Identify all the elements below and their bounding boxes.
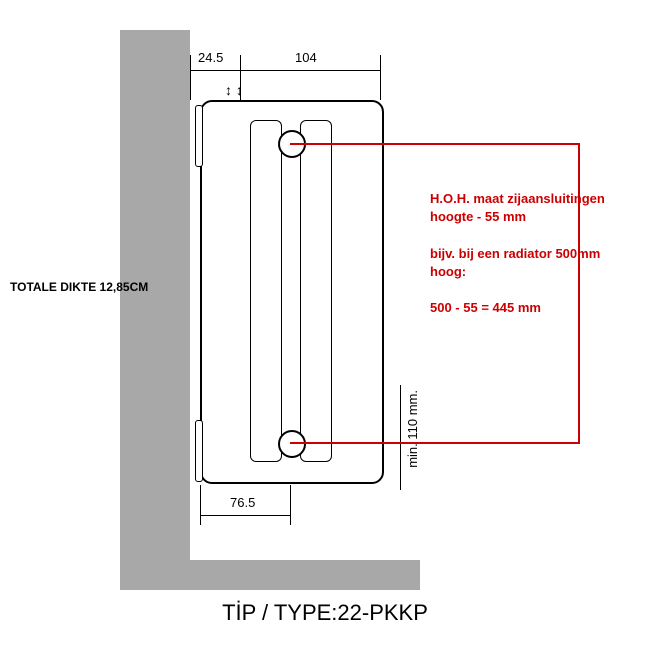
bracket-bottom [195,420,203,482]
radiator-panel-left [250,120,282,462]
flow-arrows: ↕ ↕ [225,82,243,98]
annotation-line4: hoog: [430,263,630,281]
dim-min-height: min. 110 mm. [405,390,420,468]
side-label-thickness: TOTALE DIKTE 12,85CM [10,280,148,294]
dim-line-bottom [200,515,290,516]
annotation-line3: bijv. bij een radiator 500mm [430,245,630,263]
ext-line [290,485,291,525]
red-line-bottom [290,442,580,444]
dim-line-wall-gap [190,70,240,71]
dim-bottom-offset: 76.5 [230,495,255,510]
dim-line-min-height [400,385,401,490]
annotation-line5: 500 - 55 = 445 mm [430,299,630,317]
wall-vertical [120,30,190,590]
annotation-line2: hoogte - 55 mm [430,208,630,226]
ext-line [380,55,381,100]
connection-bottom [278,430,306,458]
dim-line-width [240,70,380,71]
dim-radiator-width: 104 [295,50,317,65]
ext-line [200,485,201,525]
red-line-top [290,143,580,145]
radiator-panel-right [300,120,332,462]
bracket-top [195,105,203,167]
ext-line [190,55,191,100]
diagram-canvas: 24.5 104 ↕ ↕ 76.5 min. 110 mm. H.O.H. ma… [0,0,650,650]
dim-wall-gap: 24.5 [198,50,223,65]
annotation-line1: H.O.H. maat zijaansluitingen [430,190,630,208]
wall-horizontal [120,560,420,590]
annotation-block: H.O.H. maat zijaansluitingen hoogte - 55… [430,190,630,317]
diagram-title: TİP / TYPE:22-PKKP [0,600,650,626]
